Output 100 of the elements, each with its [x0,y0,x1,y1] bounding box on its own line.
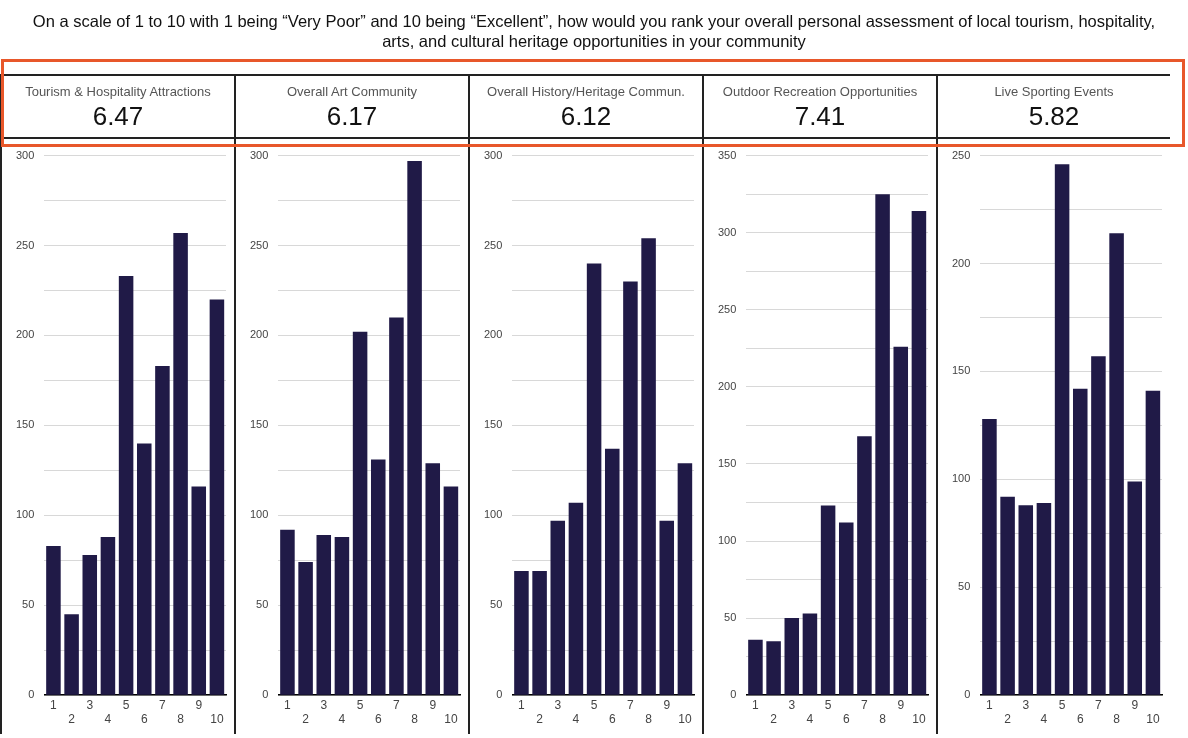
bar [586,263,602,695]
x-tick-label: 1 [986,697,994,712]
y-tick-label: 50 [958,580,971,593]
x-tick-label: 8 [645,712,653,727]
x-tick-label: 9 [1131,697,1139,712]
chart-subtitle: 6.12 [559,101,613,132]
y-tick-label: 150 [15,418,35,431]
bar [677,463,693,695]
bar [64,614,79,695]
x-tick-label: 6 [374,712,382,727]
x-tick-label: 7 [393,697,401,712]
x-tick-label: 7 [627,697,635,712]
bar [802,613,818,695]
bar [514,571,529,695]
x-tick-label: 7 [861,697,869,712]
bar [1054,164,1070,695]
x-tick-label: 4 [572,712,580,727]
y-tick-label: 50 [256,598,269,611]
chart-subtitle: 6.17 [325,101,379,132]
x-tick-label: 10 [678,712,692,727]
bar [443,486,459,695]
y-tick-label: 300 [483,148,503,161]
x-tick-label: 1 [518,697,526,712]
bar [766,641,781,695]
bar [1036,503,1052,695]
y-tick-label: 150 [717,456,737,469]
bar [1091,356,1106,695]
bar [875,194,890,695]
x-tick-label: 5 [824,697,832,712]
bar [893,346,909,695]
x-tick-label: 10 [210,712,224,727]
y-tick-label: 250 [951,148,971,161]
chart-subtitle: 7.41 [793,101,847,132]
y-tick-label: 100 [249,508,269,521]
bar [748,639,763,695]
chart-subtitle: 5.82 [1027,101,1081,132]
bar [857,436,872,695]
bar [407,161,422,695]
y-tick-label: 0 [964,688,971,701]
x-tick-label: 1 [284,697,292,712]
y-tick-label: 50 [490,598,503,611]
y-tick-label: 200 [15,328,35,341]
bar [100,536,116,695]
bar [1127,481,1143,695]
bar [659,520,675,695]
x-tick-label: 3 [86,697,94,712]
bar [82,554,98,695]
bar [1109,233,1124,695]
y-tick-label: 200 [951,256,971,269]
x-tick-label: 8 [411,712,419,727]
x-tick-label: 1 [50,697,58,712]
bar [389,317,404,695]
x-tick-label: 7 [1095,697,1103,712]
bar [425,463,441,695]
bar [118,276,134,695]
bar [532,571,547,695]
chart-subtitle: 6.47 [91,101,145,132]
x-tick-label: 9 [663,697,671,712]
x-tick-label: 7 [159,697,167,712]
x-tick-label: 5 [590,697,598,712]
x-tick-label: 3 [554,697,562,712]
bar [46,545,61,695]
bar [352,331,368,695]
y-tick-label: 250 [483,238,503,251]
x-tick-label: 2 [302,712,310,727]
y-tick-label: 0 [262,688,269,701]
x-tick-label: 4 [104,712,112,727]
bar [1018,505,1034,695]
x-tick-label: 5 [1058,697,1066,712]
bar [334,536,350,695]
bar [641,238,656,695]
y-tick-label: 50 [22,598,35,611]
x-tick-label: 6 [140,712,148,727]
y-tick-label: 0 [28,688,35,701]
x-tick-label: 8 [1113,712,1121,727]
x-tick-label: 9 [897,697,905,712]
y-tick-label: 250 [15,238,35,251]
x-tick-label: 4 [338,712,346,727]
x-tick-label: 6 [842,712,850,727]
bar [136,443,152,695]
bar [316,535,332,695]
y-tick-label: 300 [249,148,269,161]
bar [568,502,584,695]
y-tick-label: 150 [483,418,503,431]
y-tick-label: 150 [249,418,269,431]
x-tick-label: 10 [444,712,458,727]
y-tick-label: 100 [717,534,737,547]
x-tick-label: 2 [770,712,778,727]
bar [623,281,638,695]
bar [370,459,386,695]
chart-title: Outdoor Recreation Opportunities [721,84,919,99]
y-tick-label: 300 [15,148,35,161]
chart-title: Overall Art Community [285,84,418,99]
bar [1072,388,1088,695]
y-tick-label: 100 [15,508,35,521]
x-tick-label: 6 [608,712,616,727]
bar [191,486,207,695]
bar [155,366,170,695]
bar [784,618,800,695]
bar [911,211,927,695]
